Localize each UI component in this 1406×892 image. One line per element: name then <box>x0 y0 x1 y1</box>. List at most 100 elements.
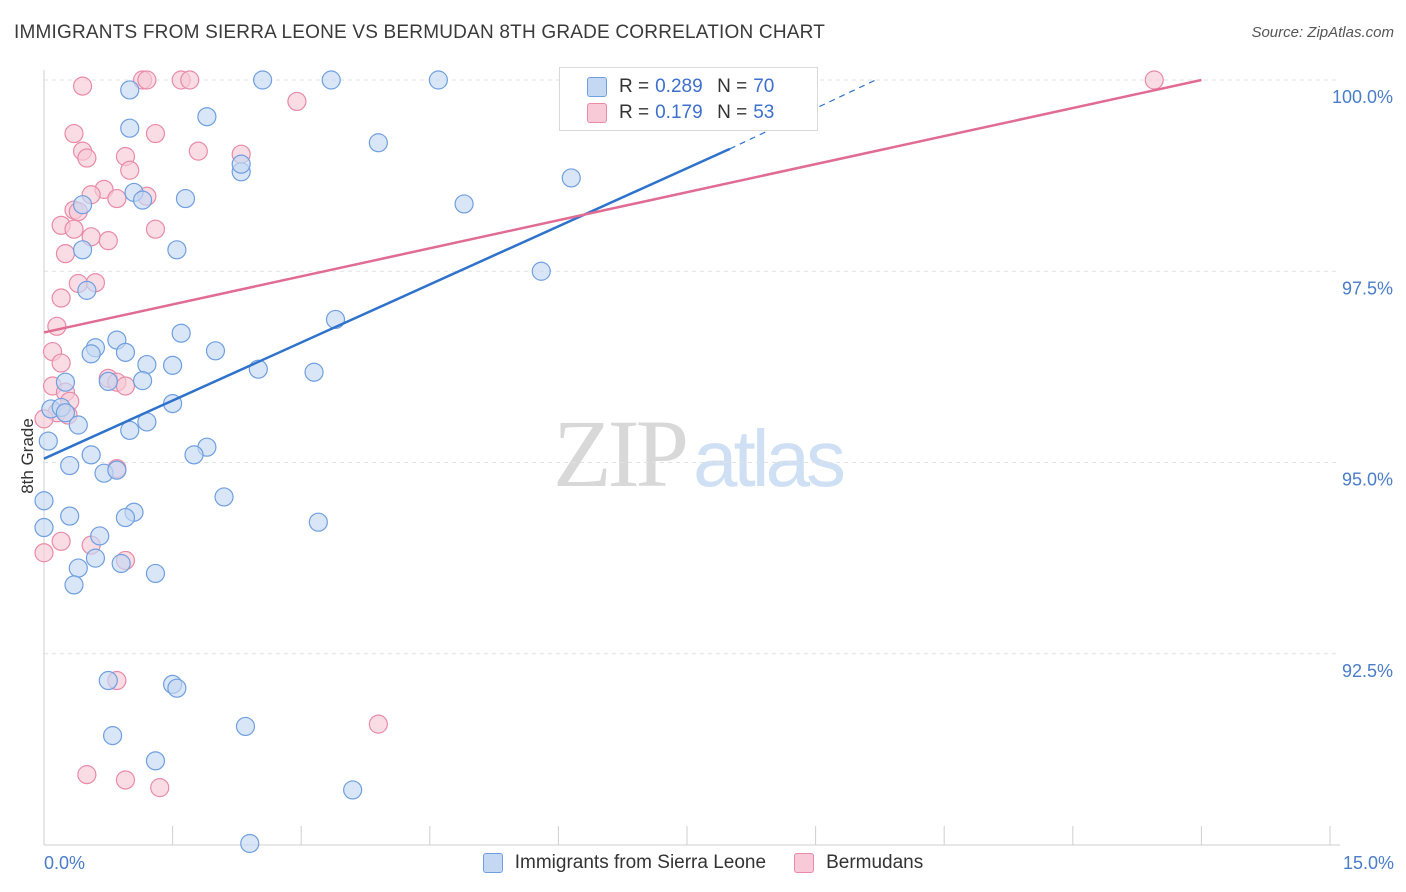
data-point <box>115 770 136 790</box>
series-bermudans-points <box>34 70 1164 798</box>
data-point <box>115 507 136 528</box>
data-point <box>72 76 93 96</box>
data-point <box>81 445 101 465</box>
y-tick-labels: 100.0% 97.5% 95.0% 92.5% <box>1332 87 1393 681</box>
data-point <box>51 288 71 308</box>
y-tick-label: 95.0% <box>1342 470 1393 490</box>
data-point <box>150 778 170 798</box>
series-sierra-leone-points <box>34 70 581 854</box>
data-point <box>368 714 388 734</box>
legend-row-pink: R = 0.179 N = 53 <box>587 101 815 125</box>
data-point <box>145 219 166 239</box>
legend-n-value-blue: 70 <box>753 76 775 97</box>
data-point <box>47 316 67 336</box>
data-point <box>167 678 187 698</box>
data-point <box>115 376 136 396</box>
watermark-zip: ZIP <box>553 400 689 507</box>
legend-r-value-pink: 0.179 <box>655 102 703 123</box>
data-point <box>111 553 131 574</box>
legend-swatch-sierra-leone <box>482 853 503 873</box>
data-point <box>175 188 196 209</box>
data-point <box>235 716 256 737</box>
data-point <box>98 231 118 251</box>
data-point <box>64 575 84 595</box>
data-point <box>343 780 363 800</box>
watermark: ZIP atlas <box>553 398 846 509</box>
data-point <box>55 403 76 423</box>
data-point <box>188 141 208 161</box>
data-point <box>60 455 80 476</box>
x-ticks <box>43 826 1331 845</box>
data-point <box>321 70 341 90</box>
chart-title: IMMIGRANTS FROM SIERRA LEONE VS BERMUDAN… <box>14 22 825 43</box>
legend-row-blue: R = 0.289 N = 70 <box>587 75 815 99</box>
series-legend: Immigrants from Sierra Leone Bermudans <box>0 852 1406 874</box>
data-point <box>90 526 110 546</box>
data-point <box>85 548 106 568</box>
data-point <box>304 362 324 382</box>
data-point <box>77 765 97 785</box>
data-point <box>68 558 88 578</box>
legend-r-label: R = <box>619 102 650 123</box>
data-point <box>531 261 551 281</box>
data-point <box>231 154 251 174</box>
data-point <box>197 107 217 127</box>
data-point <box>60 506 80 526</box>
data-point <box>120 80 140 100</box>
data-point <box>308 512 328 532</box>
watermark-atlas: atlas <box>693 414 846 503</box>
legend-label-sierra-leone: Immigrants from Sierra Leone <box>514 852 767 873</box>
data-point <box>68 415 88 435</box>
data-point <box>163 355 183 375</box>
data-point <box>38 431 58 451</box>
data-point <box>137 354 157 375</box>
data-point <box>561 168 581 188</box>
data-point <box>205 341 226 361</box>
data-point <box>55 372 76 392</box>
data-point <box>180 70 200 90</box>
data-point <box>34 491 54 511</box>
data-point <box>132 190 153 210</box>
y-tick-label: 100.0% <box>1332 87 1393 107</box>
data-point <box>145 563 166 584</box>
y-axis-label: 8th Grade <box>18 418 37 494</box>
legend-r-value-blue: 0.289 <box>655 76 703 97</box>
source-label: Source: ZipAtlas.com <box>1251 24 1394 41</box>
data-point <box>214 487 234 507</box>
data-point <box>34 543 54 563</box>
legend-item-bermudans[interactable]: Bermudans <box>794 852 923 874</box>
data-point <box>1144 70 1164 90</box>
data-point <box>81 344 101 364</box>
data-point <box>107 188 127 209</box>
data-point <box>253 70 273 90</box>
data-point <box>72 240 93 260</box>
data-point <box>120 420 140 440</box>
data-point <box>167 240 187 260</box>
data-point <box>55 244 76 264</box>
data-point <box>428 70 448 90</box>
data-point <box>171 323 191 343</box>
legend-n-label: N = <box>717 102 748 123</box>
data-point <box>184 445 204 465</box>
data-point <box>115 342 136 362</box>
data-point <box>368 133 388 153</box>
data-point <box>77 148 97 168</box>
data-point <box>137 70 157 90</box>
data-point <box>145 123 166 144</box>
data-point <box>64 123 84 144</box>
data-point <box>64 219 84 239</box>
data-point <box>145 751 166 771</box>
data-point <box>120 118 140 138</box>
legend-r-label: R = <box>619 76 650 97</box>
trend-line-sierra-leone <box>43 147 731 460</box>
data-point <box>34 517 54 538</box>
legend-swatch-blue <box>587 77 607 97</box>
legend-item-sierra-leone[interactable]: Immigrants from Sierra Leone <box>482 852 767 874</box>
data-point <box>287 91 307 112</box>
data-point <box>77 280 97 300</box>
legend-n-label: N = <box>717 76 748 97</box>
trend-lines <box>43 78 1202 460</box>
data-point <box>98 371 118 392</box>
legend-box: R = 0.289 N = 70 R = 0.179 N = 53 <box>559 67 818 131</box>
